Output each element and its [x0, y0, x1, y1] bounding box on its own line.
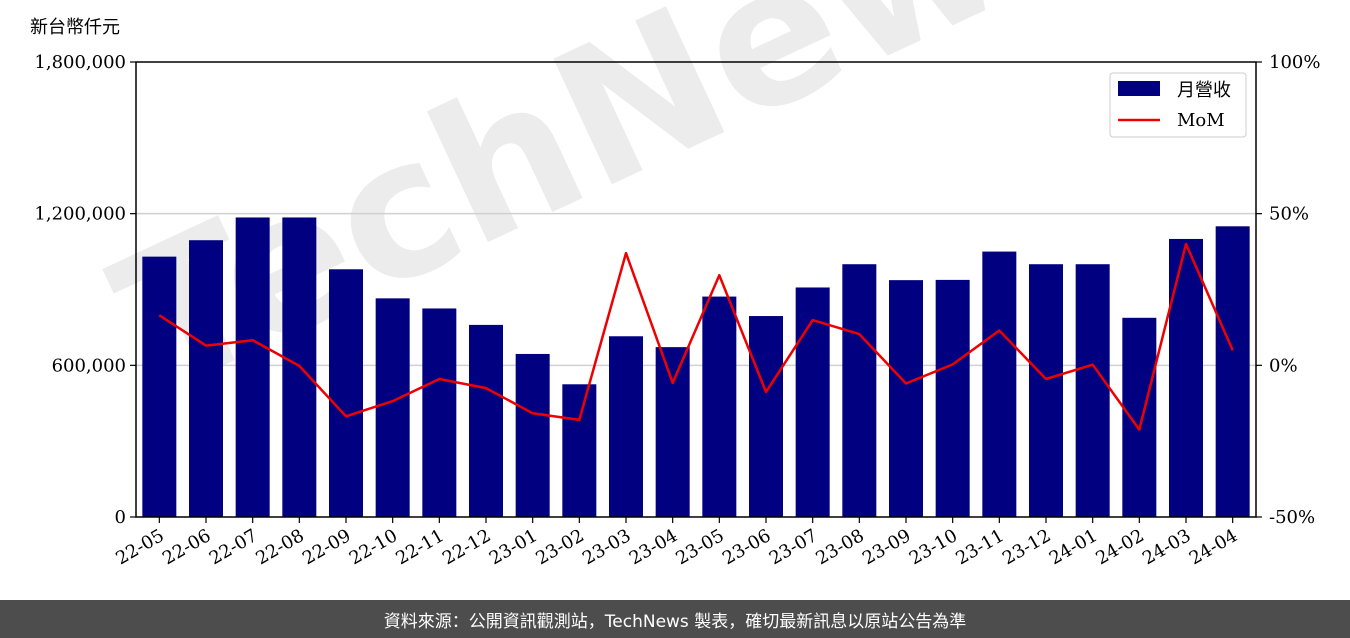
- x-tick-label-23-05: 23-05: [672, 525, 727, 569]
- plot-frame: [135, 61, 1257, 518]
- x-tick-label-23-09: 23-09: [859, 525, 914, 569]
- bar-23-01: [515, 353, 550, 517]
- right-tick-label-1: 0%: [1269, 355, 1298, 376]
- x-tick-label-24-02: 24-02: [1092, 525, 1147, 569]
- x-tick-label-22-07: 22-07: [206, 525, 261, 569]
- x-tick-label-22-12: 22-12: [439, 525, 494, 569]
- x-tick-label-23-02: 23-02: [532, 525, 587, 569]
- x-axis-ticks: 22-0522-0622-0722-0822-0922-1022-1122-12…: [112, 517, 1241, 569]
- bar-22-05: [142, 256, 177, 517]
- bar-24-03: [1169, 238, 1203, 517]
- x-tick-label-23-04: 23-04: [626, 525, 681, 569]
- bar-23-04: [655, 347, 690, 517]
- right-tick-label-0: -50%: [1269, 507, 1315, 528]
- x-tick-label-22-05: 22-05: [112, 525, 167, 569]
- y-axis-unit-label: 新台幣仟元: [30, 17, 120, 38]
- x-tick-label-23-07: 23-07: [766, 525, 821, 569]
- bar-22-10: [375, 298, 410, 517]
- right-tick-label-2: 50%: [1269, 204, 1309, 225]
- bar-23-03: [609, 336, 643, 517]
- bar-22-11: [422, 308, 457, 517]
- bar-23-11: [982, 251, 1017, 518]
- bar-22-07: [235, 217, 270, 518]
- bar-23-09: [889, 280, 923, 517]
- right-axis-ticks: -50% 0% 50% 100%: [1256, 52, 1320, 528]
- legend-label-bar: 月營收: [1177, 80, 1231, 101]
- bar-23-10: [935, 279, 970, 517]
- x-tick-label-23-11: 23-11: [952, 525, 1007, 569]
- bar-24-04: [1215, 226, 1250, 518]
- bar-23-06: [749, 316, 783, 517]
- left-axis-ticks: 0 600,000 1,200,000 1,800,000: [34, 52, 136, 528]
- source-text: 資料來源：公開資訊觀測站，TechNews 製表，確切最新訊息以原站公告為準: [383, 611, 967, 632]
- x-tick-label-24-03: 24-03: [1139, 525, 1194, 569]
- x-tick-label-22-08: 22-08: [252, 525, 307, 569]
- bar-24-01: [1075, 264, 1110, 517]
- source-footer: 資料來源：公開資訊觀測站，TechNews 製表，確切最新訊息以原站公告為準: [0, 600, 1350, 638]
- left-tick-label-0: 0: [115, 507, 126, 528]
- x-tick-label-22-11: 22-11: [392, 525, 447, 569]
- bar-22-06: [189, 240, 223, 518]
- gridlines: [136, 212, 1256, 367]
- bar-23-02: [562, 384, 597, 517]
- bar-23-08: [842, 264, 877, 517]
- left-tick-label-3: 1,800,000: [34, 52, 126, 73]
- left-tick-label-1: 600,000: [52, 355, 126, 376]
- bar-22-09: [329, 269, 363, 517]
- bar-23-07: [795, 287, 830, 517]
- x-tick-label-24-04: 24-04: [1186, 525, 1241, 569]
- legend-swatch-bar: [1118, 81, 1160, 96]
- bar-23-05: [702, 296, 737, 517]
- bar-series: [142, 217, 1250, 518]
- x-tick-label-23-12: 23-12: [999, 525, 1054, 569]
- mom-line: [158, 242, 1234, 431]
- x-tick-label-23-01: 23-01: [486, 525, 541, 569]
- legend: 月營收 MoM: [1109, 72, 1247, 138]
- x-tick-label-23-03: 23-03: [579, 525, 634, 569]
- left-tick-label-2: 1,200,000: [34, 204, 126, 225]
- x-tick-label-22-10: 22-10: [346, 525, 401, 569]
- bar-23-12: [1029, 264, 1063, 517]
- line-series: [158, 242, 1234, 431]
- x-tick-label-23-10: 23-10: [906, 525, 961, 569]
- right-tick-label-3: 100%: [1269, 52, 1320, 73]
- legend-label-line: MoM: [1177, 110, 1225, 131]
- axes: [135, 61, 1257, 518]
- x-tick-label-23-06: 23-06: [719, 525, 774, 569]
- bar-24-02: [1122, 317, 1157, 517]
- x-tick-label-22-09: 22-09: [299, 525, 354, 569]
- x-tick-label-23-08: 23-08: [812, 525, 867, 569]
- x-tick-label-24-01: 24-01: [1046, 525, 1101, 569]
- x-tick-label-22-06: 22-06: [159, 525, 214, 569]
- bar-22-12: [469, 324, 503, 517]
